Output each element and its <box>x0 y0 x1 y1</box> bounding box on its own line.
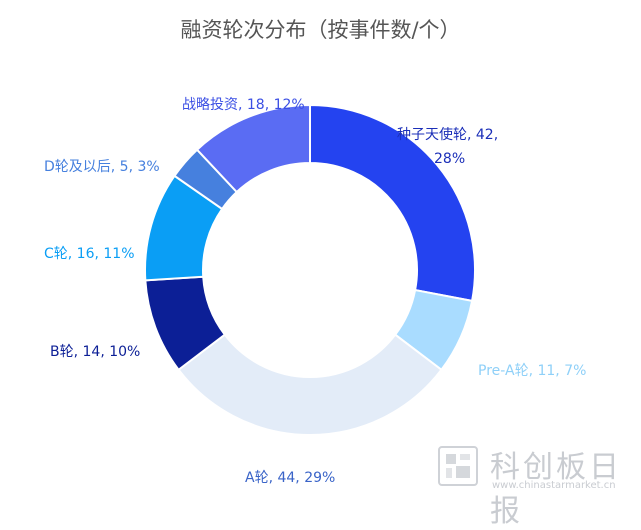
label-c-round: C轮, 16, 11% <box>44 245 135 263</box>
watermark: 科创板日报 www.chinastarmarket.cn <box>438 440 638 529</box>
label-pre-a-line: Pre-A轮, 11, 7% <box>478 363 587 379</box>
watermark-logo-icon <box>438 446 478 486</box>
slice-strategic <box>195 103 311 194</box>
label-b-round: B轮, 14, 10% <box>50 343 140 361</box>
watermark-url: www.chinastarmarket.cn <box>492 480 616 491</box>
label-c-round-line: C轮, 16, 11% <box>44 246 135 262</box>
label-pre-a: Pre-A轮, 11, 7% <box>478 362 586 380</box>
label-b-round-line: B轮, 14, 10% <box>50 344 141 360</box>
label-seed-angel: 种子天使轮, 42, 28% <box>397 126 498 168</box>
chart-title: 融资轮次分布（按事件数/个） <box>180 18 461 42</box>
slice-seed-angel <box>309 103 476 303</box>
label-seed-angel-line2: 28% <box>434 151 466 167</box>
label-d-round-plus: D轮及以后, 5, 3% <box>44 158 160 176</box>
label-a-round: A轮, 44, 29% <box>245 469 335 487</box>
label-strategic: 战略投资, 18, 12% <box>182 96 305 114</box>
label-strategic-line: 战略投资, 18, 12% <box>182 97 305 113</box>
donut-chart <box>144 103 476 436</box>
label-a-round-line: A轮, 44, 29% <box>245 470 336 486</box>
slice-a-round <box>177 333 443 436</box>
label-d-round-plus-line: D轮及以后, 5, 3% <box>44 159 160 175</box>
label-seed-angel-line1: 种子天使轮, 42, <box>397 127 499 143</box>
